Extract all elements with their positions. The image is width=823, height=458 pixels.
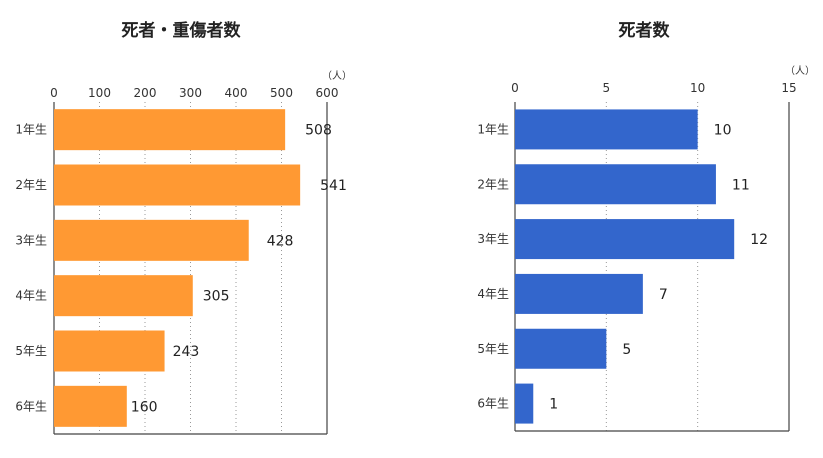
chart-title: 死者数 — [619, 20, 671, 41]
x-tick-label: 0 — [511, 81, 519, 95]
category-label: 5年生 — [15, 344, 47, 358]
bar — [54, 109, 286, 151]
bar-value-label: 305 — [203, 289, 230, 305]
x-tick-label: 0 — [50, 86, 58, 100]
bar — [515, 164, 716, 205]
bar-value-label: 7 — [659, 287, 668, 303]
category-label: 6年生 — [477, 397, 509, 411]
x-tick-label: 10 — [690, 81, 705, 95]
bar-value-label: 541 — [320, 178, 347, 194]
x-tick-label: 200 — [134, 86, 157, 100]
bar — [54, 275, 193, 317]
x-tick-label: 600 — [316, 86, 339, 100]
bar-value-label: 11 — [732, 177, 750, 193]
bar — [54, 330, 165, 372]
x-tick-label: 300 — [179, 86, 202, 100]
x-tick-label: 500 — [270, 86, 293, 100]
category-label: 4年生 — [15, 289, 47, 303]
unit-label: （人） — [785, 65, 815, 77]
chart-casualties: 死者・重傷者数 （人） 0 100 200 300 400 500 600 1年生 508 2年生 54… — [15, 20, 352, 435]
bar-value-label: 160 — [131, 399, 158, 415]
category-label: 4年生 — [477, 287, 509, 301]
chart-title: 死者・重傷者数 — [122, 20, 242, 41]
category-label: 3年生 — [477, 232, 509, 246]
category-label: 2年生 — [477, 177, 509, 191]
bar-value-label: 243 — [173, 344, 200, 360]
x-tick-label: 5 — [603, 81, 611, 95]
category-label: 6年生 — [15, 399, 47, 413]
category-label: 1年生 — [15, 123, 47, 137]
chart-deaths: 死者数 （人） 0 5 10 15 1年生 10 2年生 11 3年生 12 4年生 7 5年生 5 6年生 1 — [477, 20, 815, 432]
category-label: 1年生 — [477, 122, 509, 136]
bar-value-label: 12 — [750, 232, 768, 248]
category-label: 2年生 — [15, 178, 47, 192]
bar — [54, 219, 249, 261]
unit-label: （人） — [322, 70, 352, 82]
bar-value-label: 1 — [549, 397, 558, 413]
bar — [515, 219, 735, 260]
category-label: 5年生 — [477, 342, 509, 356]
bar-value-label: 428 — [267, 233, 294, 249]
x-tick-label: 100 — [88, 86, 111, 100]
bar — [54, 164, 301, 206]
bar-value-label: 10 — [714, 122, 732, 138]
bar-value-label: 508 — [305, 123, 332, 139]
category-label: 3年生 — [15, 233, 47, 247]
bar — [515, 383, 534, 424]
bar-value-label: 5 — [622, 342, 631, 358]
x-tick-label: 400 — [225, 86, 248, 100]
x-tick-label: 15 — [781, 81, 796, 95]
bar — [54, 385, 127, 427]
bar — [515, 273, 643, 314]
bar — [515, 328, 607, 369]
bar — [515, 109, 698, 150]
